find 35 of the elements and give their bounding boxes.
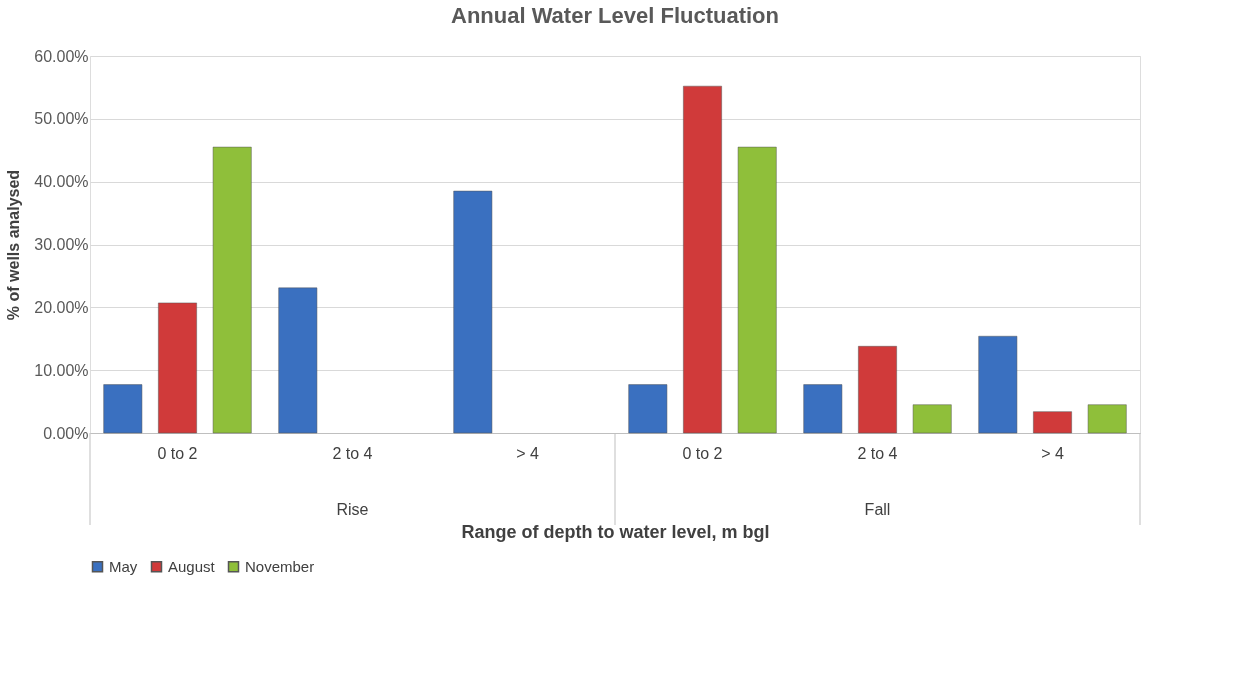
x-tick-label: > 4 <box>516 444 539 462</box>
text: Rise <box>336 501 369 518</box>
bar <box>1033 411 1072 434</box>
x-tick-label: 2 to 4 <box>857 444 898 462</box>
legend-label: August <box>168 557 216 575</box>
bar <box>683 85 722 434</box>
bar <box>803 384 843 434</box>
bar <box>158 302 197 434</box>
bar <box>737 146 777 434</box>
text: Fall <box>864 501 891 518</box>
bar <box>103 384 143 434</box>
legend-label: May <box>109 557 138 575</box>
legend-label: November <box>245 557 315 575</box>
y-tick-label: 20.00% <box>34 298 89 316</box>
bar <box>453 190 493 434</box>
y-tick-label: 0.00% <box>43 424 89 442</box>
y-tick-label: 50.00% <box>34 110 89 128</box>
x-tick-label: 0 to 2 <box>682 444 723 462</box>
bar <box>278 287 318 434</box>
bar <box>628 384 668 434</box>
x-axis-title: Range of depth to water level, m bgl <box>461 521 770 542</box>
bar <box>212 146 252 434</box>
y-tick-label: 60.00% <box>34 47 89 65</box>
bar <box>858 346 897 434</box>
y-axis-title: % of wells analysed <box>5 169 23 321</box>
x-tick-label: 0 to 2 <box>157 444 198 462</box>
y-tick-label: 40.00% <box>34 173 89 191</box>
bar <box>912 404 952 434</box>
chart-title: Annual Water Level Fluctuation <box>451 3 779 28</box>
x-tick-label: > 4 <box>1041 444 1064 462</box>
y-tick-label: 30.00% <box>34 236 89 253</box>
y-tick-label: 10.00% <box>34 361 89 379</box>
bar <box>1087 404 1127 434</box>
x-tick-label: 2 to 4 <box>332 444 373 462</box>
bar <box>978 335 1018 434</box>
